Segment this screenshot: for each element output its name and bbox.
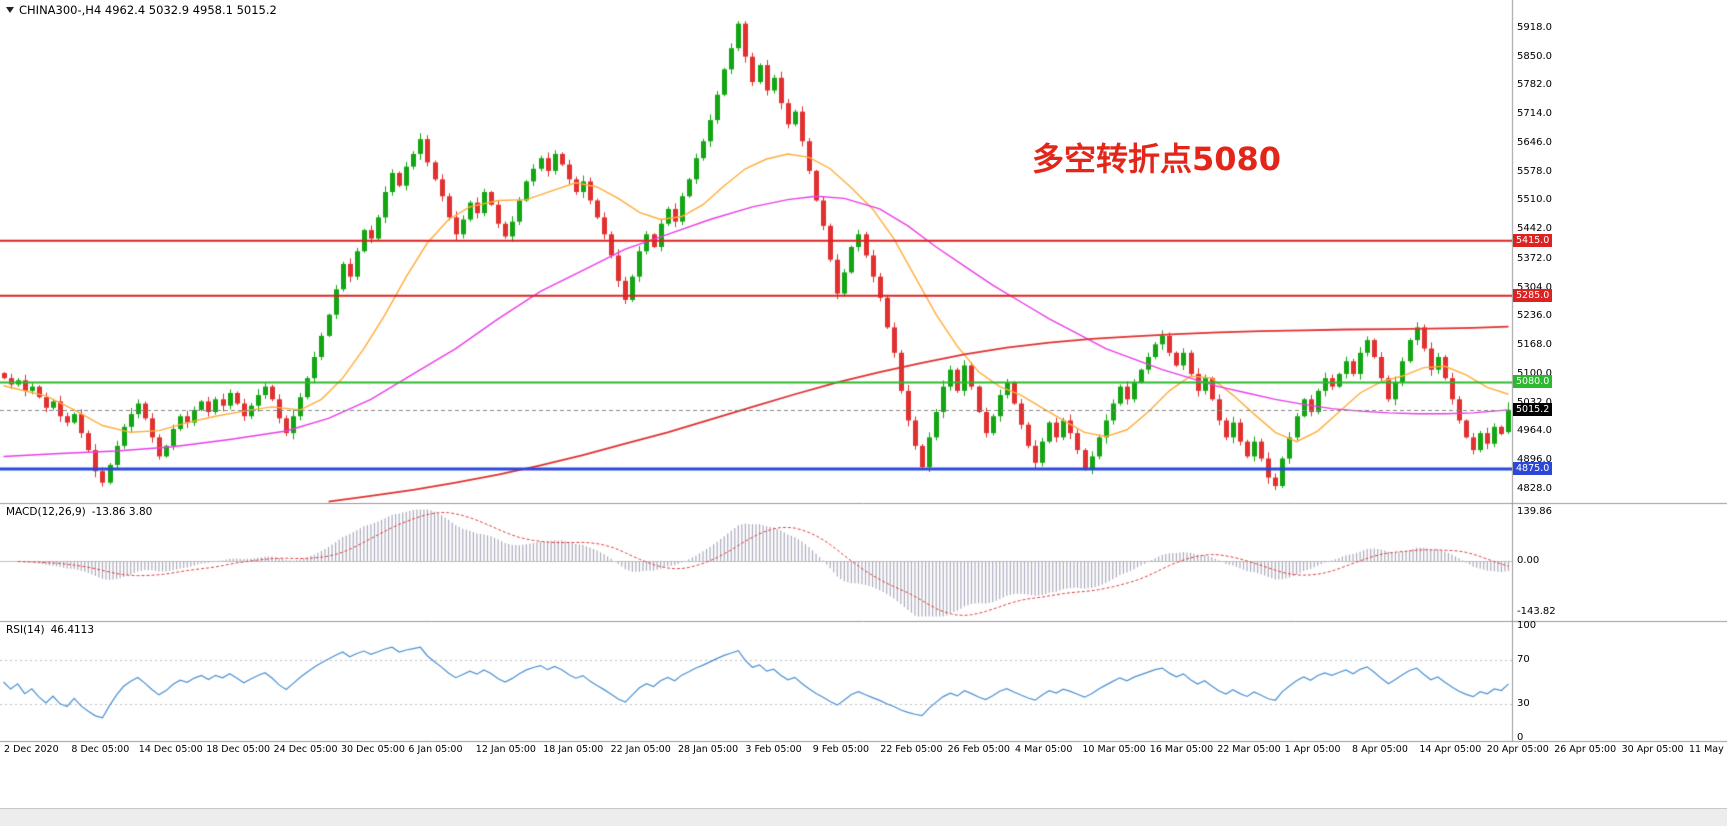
macd-indicator-label: MACD(12,26,9) -13.86 3.80 — [6, 506, 152, 518]
hline-price-tag: 5285.0 — [1513, 288, 1553, 302]
price-tick-label: 4964.0 — [1517, 425, 1552, 437]
time-axis-label: 2 Dec 2020 — [4, 744, 59, 755]
chart-canvas[interactable] — [0, 0, 1727, 780]
time-axis-label: 22 Mar 05:00 — [1217, 744, 1281, 755]
rsi-tick-label: 0 — [1517, 732, 1524, 743]
price-tick-label: 5032.0 — [1517, 397, 1552, 408]
time-axis-label: 9 Feb 05:00 — [812, 744, 870, 755]
macd-tick-label: -143.82 — [1517, 606, 1556, 618]
hline-price-tag: 4875.0 — [1513, 462, 1553, 476]
price-tick-label: 4896.0 — [1517, 454, 1552, 466]
symbol-marker-icon — [6, 7, 14, 13]
price-tick-label: 5578.0 — [1517, 165, 1552, 177]
time-axis-label: 16 Mar 05:00 — [1149, 744, 1214, 755]
price-tick-label: 5100.0 — [1517, 367, 1552, 379]
window-bottom-bar — [0, 808, 1727, 826]
rsi-indicator-name: RSI(14) — [6, 624, 45, 636]
current-price-tag: 5015.2 — [1513, 402, 1553, 416]
time-axis-label: 3 Feb 05:00 — [745, 744, 802, 755]
time-axis-label: 22 Feb 05:00 — [880, 744, 943, 755]
time-axis-label: 8 Apr 05:00 — [1352, 744, 1408, 755]
time-axis-label: 22 Jan 05:00 — [610, 744, 671, 755]
time-axis-label: 18 Jan 05:00 — [543, 744, 604, 755]
time-axis-label: 20 Apr 05:00 — [1486, 744, 1549, 755]
time-axis-label: 6 Jan 05:00 — [408, 744, 463, 755]
macd-tick-label: 139.86 — [1517, 505, 1552, 517]
rsi-indicator-label: RSI(14) 46.4113 — [6, 624, 94, 636]
time-axis-label: 30 Apr 05:00 — [1621, 744, 1684, 755]
rsi-tick-label: 70 — [1517, 653, 1530, 665]
rsi-tick-label: 30 — [1517, 698, 1530, 710]
hline-price-tag: 5415.0 — [1513, 233, 1553, 247]
price-tick-label: 4828.0 — [1517, 483, 1552, 494]
time-axis-label: 8 Dec 05:00 — [71, 744, 130, 755]
price-tick-label: 5646.0 — [1517, 136, 1552, 148]
price-tick-label: 5918.0 — [1517, 21, 1552, 33]
price-tick-label: 5372.0 — [1517, 252, 1552, 264]
price-tick-label: 5442.0 — [1517, 223, 1552, 235]
price-tick-label: 5510.0 — [1517, 194, 1552, 206]
time-axis-label: 30 Dec 05:00 — [341, 744, 405, 755]
symbol-ohlc-text: CHINA300-,H4 4962.4 5032.9 4958.1 5015.2 — [19, 3, 277, 17]
rsi-tick-label: 100 — [1517, 620, 1537, 631]
time-axis-label: 11 May 05:00 — [1689, 744, 1727, 755]
time-axis-label: 10 Mar 05:00 — [1082, 744, 1146, 755]
time-axis-label: 24 Dec 05:00 — [273, 744, 338, 755]
price-tick-label: 5782.0 — [1517, 79, 1552, 91]
price-tick-label: 5168.0 — [1517, 339, 1552, 351]
price-tick-label: 5304.0 — [1517, 281, 1552, 293]
price-tick-label: 5714.0 — [1517, 108, 1552, 120]
rsi-indicator-value: 46.4113 — [50, 624, 95, 636]
time-axis-label: 4 Mar 05:00 — [1015, 744, 1073, 755]
time-axis-label: 14 Apr 05:00 — [1419, 744, 1482, 755]
price-tick-label: 5236.0 — [1517, 310, 1552, 322]
hline-price-tag: 5080.0 — [1513, 375, 1553, 389]
macd-indicator-name: MACD(12,26,9) — [6, 506, 86, 518]
macd-indicator-values: -13.86 3.80 — [91, 506, 153, 518]
macd-tick-label: 0.00 — [1517, 555, 1540, 567]
time-axis-label: 12 Jan 05:00 — [475, 744, 536, 755]
time-axis-label: 1 Apr 05:00 — [1284, 744, 1341, 755]
symbol-ohlc-label: CHINA300-,H4 4962.4 5032.9 4958.1 5015.2 — [6, 3, 277, 17]
chart-annotation-text: 多空转折点5080 — [1032, 140, 1282, 178]
time-axis-label: 26 Apr 05:00 — [1554, 744, 1617, 755]
time-axis-label: 26 Feb 05:00 — [947, 744, 1010, 755]
time-axis-label: 28 Jan 05:00 — [678, 744, 739, 755]
time-axis-label: 18 Dec 05:00 — [206, 744, 271, 755]
time-axis-label: 14 Dec 05:00 — [138, 744, 203, 755]
price-tick-label: 5850.0 — [1517, 50, 1552, 62]
